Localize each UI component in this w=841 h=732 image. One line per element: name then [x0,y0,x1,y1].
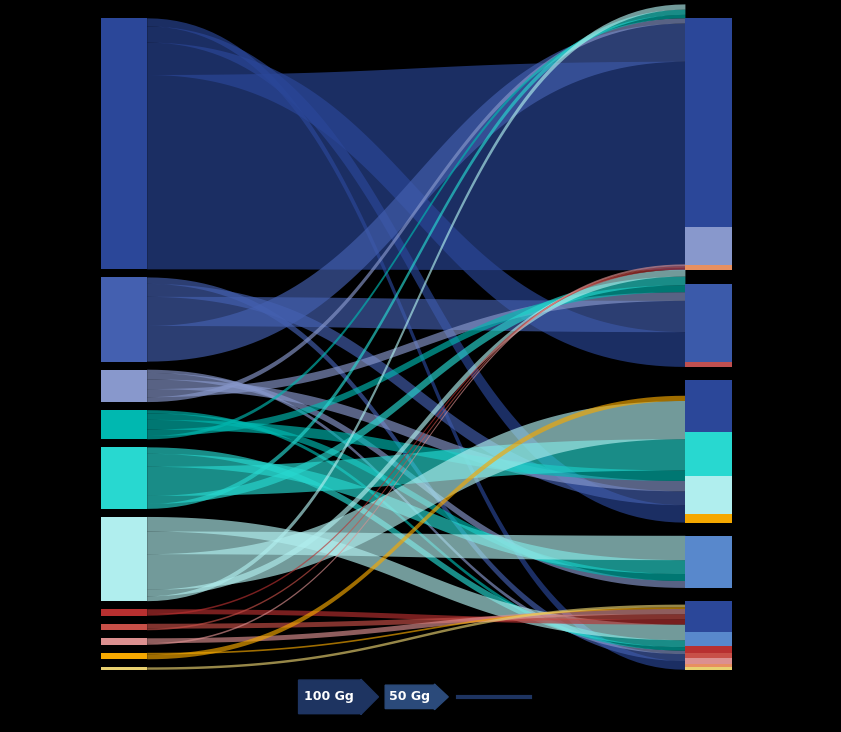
Polygon shape [147,277,685,504]
Polygon shape [147,531,685,560]
Bar [685,362,732,367]
Polygon shape [147,396,685,660]
Polygon shape [147,614,685,629]
Polygon shape [147,42,685,367]
Polygon shape [147,379,685,491]
Polygon shape [147,26,685,523]
Polygon shape [147,370,685,654]
Bar [685,646,732,653]
Bar [685,433,732,476]
Polygon shape [147,410,685,651]
Polygon shape [147,18,685,670]
Polygon shape [147,447,685,647]
Bar [685,227,732,265]
FancyArrow shape [299,679,378,714]
Bar [685,536,732,588]
Bar [685,601,732,632]
Bar [101,638,147,645]
Bar [685,667,732,670]
Bar [685,265,732,270]
Polygon shape [147,264,685,645]
Polygon shape [147,608,685,654]
Polygon shape [147,268,685,616]
Bar [685,283,732,362]
Bar [685,476,732,514]
Polygon shape [147,284,685,505]
Polygon shape [147,292,685,397]
Bar [101,668,147,670]
Bar [101,410,147,439]
Polygon shape [147,18,685,402]
Bar [101,18,147,269]
Polygon shape [147,609,685,624]
Polygon shape [147,4,685,601]
Bar [685,380,732,433]
Polygon shape [147,414,685,581]
Polygon shape [147,439,685,496]
Polygon shape [147,454,685,574]
Bar [685,632,732,646]
Bar [685,659,732,664]
Bar [101,517,147,601]
Polygon shape [147,401,685,590]
Text: 100 Gg: 100 Gg [304,690,354,703]
FancyArrow shape [385,684,448,710]
Polygon shape [147,609,685,643]
Polygon shape [147,269,685,597]
Polygon shape [147,266,685,630]
Bar [101,277,147,362]
Polygon shape [147,10,685,509]
Polygon shape [147,420,685,481]
Text: 50 Gg: 50 Gg [389,690,430,703]
Polygon shape [147,285,685,436]
Bar [685,18,732,227]
Polygon shape [147,61,685,270]
Polygon shape [147,297,685,332]
Polygon shape [147,517,685,640]
Bar [685,664,732,667]
Bar [685,514,732,523]
Polygon shape [147,15,685,439]
Bar [101,624,147,630]
Polygon shape [147,23,685,362]
Bar [101,370,147,402]
Polygon shape [147,605,685,670]
Polygon shape [147,373,685,588]
Bar [101,447,147,509]
Polygon shape [147,277,685,661]
Bar [685,653,732,659]
Bar [101,653,147,660]
Bar [101,609,147,616]
